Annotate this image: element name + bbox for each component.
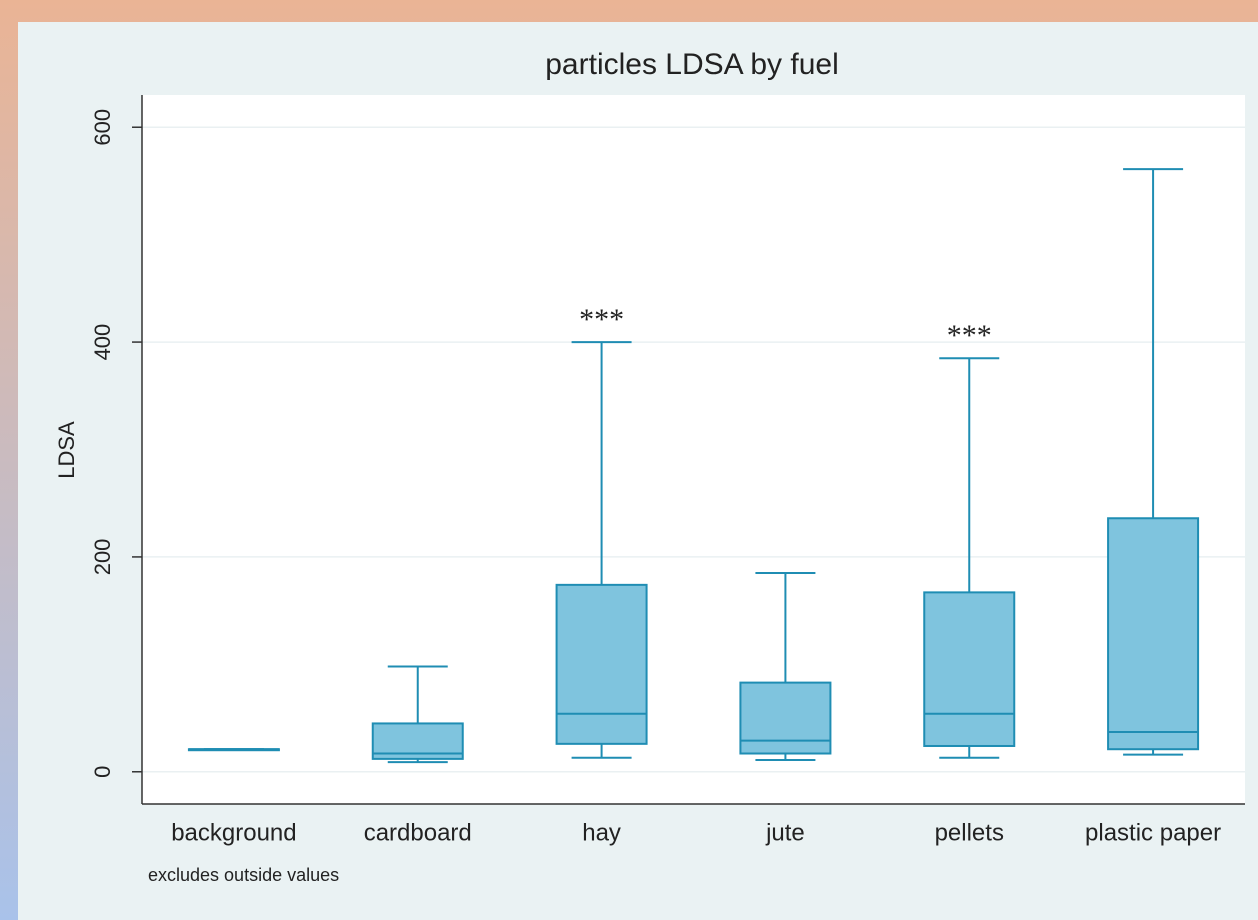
plot-area [142, 95, 1245, 804]
annotation: *** [579, 303, 624, 336]
chart-title: particles LDSA by fuel [545, 48, 838, 81]
x-tick-label: plastic paper [1085, 819, 1221, 846]
x-tick-label: jute [765, 819, 805, 846]
box [1107, 517, 1200, 751]
x-tick-label: hay [582, 819, 621, 846]
x-tick-label: background [171, 819, 296, 846]
y-tick-label: 0 [90, 766, 115, 778]
y-tick-label: 400 [90, 324, 115, 361]
y-tick-label: 200 [90, 539, 115, 576]
x-tick-label: cardboard [364, 819, 472, 846]
note: excludes outside values [148, 865, 339, 885]
y-axis-label: LDSA [54, 421, 79, 479]
x-tick-label: pellets [935, 819, 1004, 846]
box [739, 681, 832, 755]
y-tick-label: 600 [90, 109, 115, 146]
box [555, 583, 648, 745]
box [923, 591, 1016, 747]
annotation: *** [947, 319, 992, 352]
